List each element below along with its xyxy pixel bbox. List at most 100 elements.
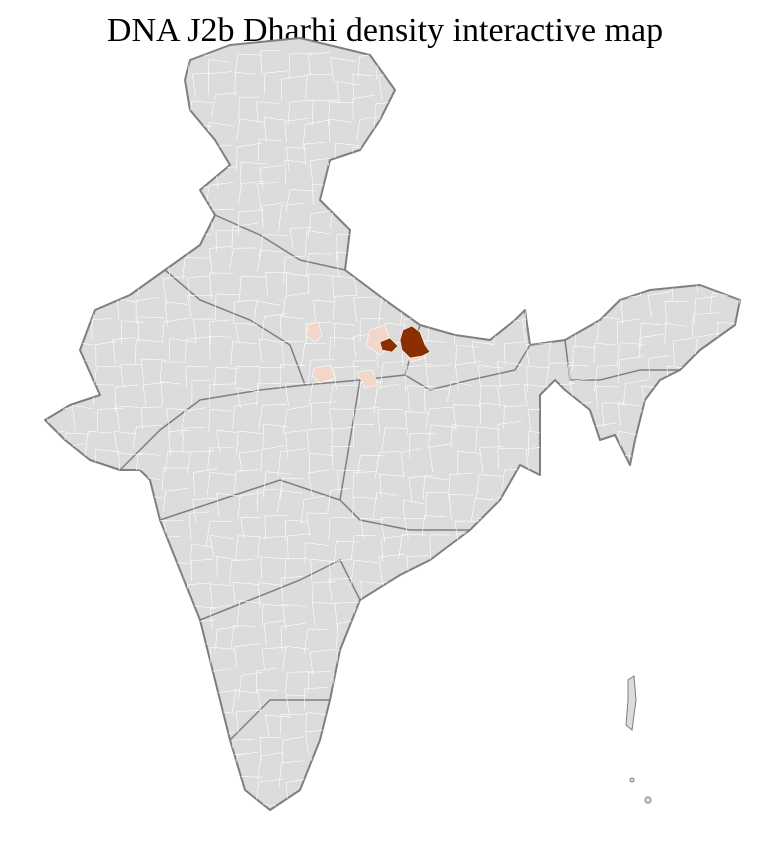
district-border (279, 315, 303, 337)
district-border (193, 318, 217, 345)
district-border (545, 362, 575, 386)
district-border (446, 381, 472, 403)
district-border (72, 803, 98, 810)
district-border (311, 99, 339, 126)
district-border (138, 578, 164, 601)
district-high-density[interactable] (399, 325, 431, 359)
district-border (693, 190, 722, 218)
district-border (46, 167, 70, 192)
district-border (89, 653, 115, 675)
district-border (376, 732, 400, 757)
district-border (377, 409, 403, 433)
district-high-density[interactable] (379, 337, 399, 353)
district-border (566, 540, 590, 565)
district-border (119, 670, 146, 695)
district-border (670, 494, 693, 520)
district-border (117, 50, 139, 81)
district-border (476, 72, 499, 102)
district-border (333, 365, 359, 390)
district-border (542, 403, 567, 429)
district-border (351, 496, 379, 519)
district-border (263, 117, 285, 143)
district-low-density[interactable] (311, 364, 336, 384)
district-border (712, 425, 736, 455)
district-border (526, 732, 550, 755)
district-border (717, 622, 740, 649)
state-border (199, 558, 361, 621)
district-border (209, 535, 234, 558)
district-border (593, 342, 617, 364)
district-border (618, 247, 645, 276)
district-border (521, 535, 546, 561)
district-border (640, 122, 667, 147)
district-border (380, 247, 407, 274)
district-border (287, 533, 311, 560)
district-border (45, 336, 70, 359)
district-border (665, 71, 691, 97)
district-border (233, 299, 260, 325)
district-low-density[interactable] (356, 369, 379, 389)
district-border (65, 296, 88, 322)
district-border (721, 113, 740, 138)
district-border (545, 646, 571, 674)
district-border (493, 297, 519, 320)
district-border (498, 710, 524, 734)
district-border (519, 493, 543, 522)
district-border (215, 625, 239, 650)
district-border (623, 379, 647, 405)
district-border (592, 585, 621, 611)
district-border (671, 673, 699, 699)
district-border (142, 382, 164, 406)
district-border (623, 625, 649, 647)
district-border (282, 736, 305, 764)
district-border (258, 582, 283, 608)
district-border (285, 273, 311, 296)
district-border (454, 732, 483, 757)
district-border (688, 402, 714, 429)
district-border (426, 754, 448, 777)
district-border (303, 141, 326, 165)
district-border (264, 515, 289, 541)
district-border (430, 204, 459, 226)
district-border (71, 205, 98, 229)
district-border (594, 143, 621, 168)
district-border (498, 696, 523, 718)
district-border (188, 511, 210, 540)
district-border (471, 96, 498, 123)
district-border (167, 650, 194, 675)
district-border (160, 381, 183, 406)
district-border (327, 163, 350, 186)
district-border (453, 404, 479, 431)
district-border (600, 714, 624, 741)
district-border (306, 427, 333, 452)
district-border (360, 644, 383, 669)
district-border (546, 515, 573, 539)
district-border (569, 471, 600, 495)
district-border (261, 202, 286, 228)
district-border (257, 535, 285, 559)
district-border (616, 781, 640, 803)
district-border (597, 73, 622, 95)
district-border (356, 116, 382, 141)
district-border (480, 402, 507, 425)
district-border (307, 359, 334, 385)
district-border (349, 232, 379, 261)
district-border (86, 797, 112, 810)
district-border (549, 758, 572, 784)
district-border (87, 577, 114, 600)
district-border (375, 168, 402, 195)
district-border (572, 296, 599, 319)
district-border (276, 490, 303, 513)
district-border (137, 316, 164, 342)
district-border (456, 49, 478, 77)
district-border (407, 666, 435, 688)
district-border (90, 138, 113, 162)
district-border (405, 231, 435, 257)
district-border (717, 474, 740, 495)
district-low-density[interactable] (305, 321, 323, 343)
district-border (448, 646, 473, 672)
district-border (309, 157, 332, 183)
district-border (285, 189, 316, 213)
district-border (45, 600, 66, 629)
